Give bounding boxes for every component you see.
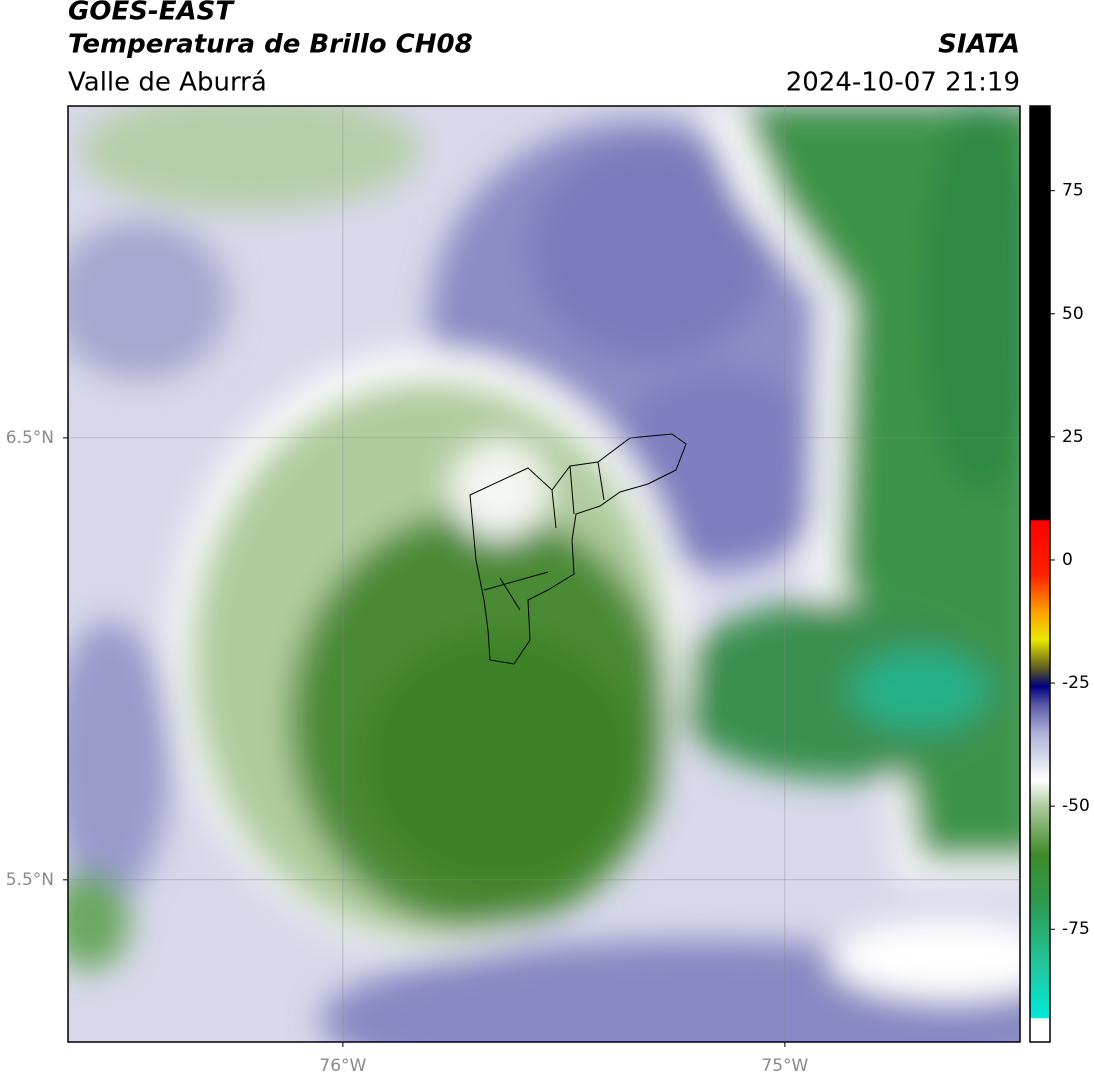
- region: Valle de Aburrá: [68, 68, 267, 98]
- colorbar-tick-label: -25: [1062, 673, 1090, 693]
- colorbar-tick-label: 75: [1062, 181, 1084, 201]
- datetime: 2024-10-07 21:19: [786, 68, 1020, 98]
- subtitle: Temperatura de Brillo CH08: [68, 30, 473, 60]
- y-tick-label: 6.5°N: [6, 428, 54, 448]
- map-frame: [67, 105, 1021, 1043]
- title: GOES-EAST: [68, 0, 235, 27]
- colorbar: [1029, 105, 1051, 1043]
- x-tick-label: 75°W: [761, 1056, 808, 1076]
- municipality-outline: [469, 433, 687, 665]
- colorbar-tick-label: 50: [1062, 304, 1084, 324]
- source: SIATA: [938, 30, 1020, 60]
- colorbar-tick-label: 25: [1062, 427, 1084, 447]
- colorbar-tick-label: -50: [1062, 796, 1090, 816]
- colorbar-tick-label: 0: [1062, 550, 1073, 570]
- satellite-field: [68, 106, 1020, 1042]
- x-tick-label: 76°W: [319, 1056, 366, 1076]
- y-tick-label: 5.5°N: [6, 870, 54, 890]
- colorbar-tick-label: -75: [1062, 919, 1090, 939]
